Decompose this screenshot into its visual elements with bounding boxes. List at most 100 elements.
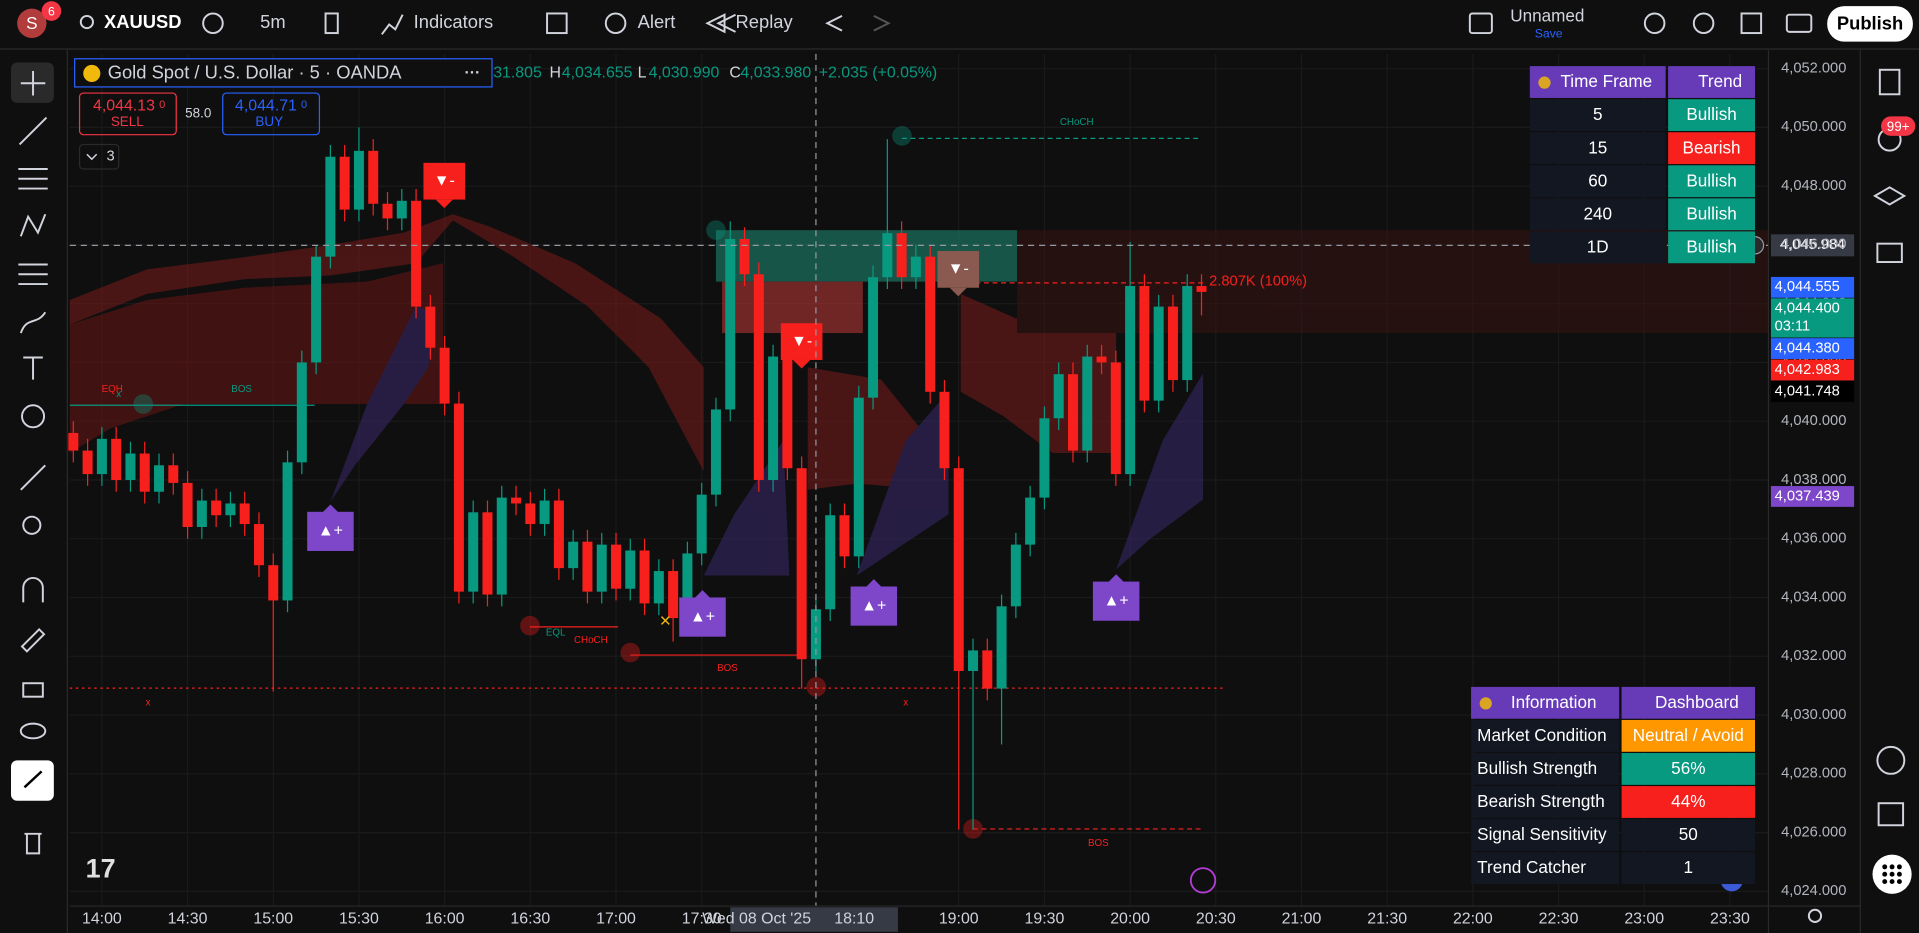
icon-tool[interactable]	[21, 404, 46, 429]
candle-body	[525, 503, 536, 525]
link-icon	[23, 770, 43, 789]
symbol[interactable]: XAUUSD	[104, 11, 182, 32]
y-tick-label: 4,034.000	[1781, 589, 1846, 605]
signal-box	[423, 162, 466, 200]
legend-close: 4,033.980	[740, 65, 811, 82]
header-icon	[1479, 697, 1492, 710]
remove-tool[interactable]	[24, 832, 42, 855]
candle-body	[239, 503, 250, 525]
chat[interactable]	[1876, 242, 1903, 264]
buy-signal: ▲+	[690, 608, 715, 625]
x-tick-label: 23:00	[1624, 911, 1664, 928]
signal-pointer	[1107, 574, 1125, 583]
templates-icon[interactable]	[546, 12, 568, 35]
text-tool[interactable]	[23, 356, 43, 380]
candle-body	[296, 362, 307, 463]
signal-pointer	[865, 579, 883, 588]
lock-tool[interactable]	[22, 682, 44, 698]
cloud	[856, 391, 949, 576]
buy-price: 4,044.71	[235, 98, 297, 115]
y-tick-label: 4,036.000	[1781, 531, 1846, 547]
x-tick-label: 23:30	[1710, 911, 1750, 928]
signal-box	[850, 586, 898, 626]
x-tick-label: 15:00	[253, 911, 293, 928]
layers[interactable]	[1872, 186, 1907, 206]
forecast-tool[interactable]	[18, 263, 48, 286]
settings[interactable]	[1692, 12, 1715, 35]
price-label	[1770, 338, 1855, 359]
interval[interactable]: 5m	[260, 11, 286, 32]
sell-button[interactable]	[78, 92, 177, 136]
drawing-mode[interactable]	[20, 627, 46, 653]
y-tick-label: 4,046.000	[1781, 237, 1846, 253]
candle-body	[496, 497, 507, 595]
visibility-tool[interactable]	[19, 722, 47, 740]
pattern-tool[interactable]	[19, 213, 47, 237]
legend-more[interactable]: ···	[464, 65, 480, 82]
candle-body	[1139, 286, 1150, 401]
crosshair-time-box	[730, 907, 898, 932]
apps-dots	[1882, 864, 1902, 885]
fib-tool[interactable]	[18, 167, 48, 190]
save[interactable]: Save	[1535, 27, 1563, 41]
indicators[interactable]: Indicators	[414, 11, 494, 32]
table-text: Signal Sensitivity	[1477, 824, 1607, 844]
quick-search[interactable]	[1643, 12, 1666, 35]
table-header-cell	[1668, 66, 1756, 98]
layout-name[interactable]: Unnamed	[1510, 6, 1584, 26]
flash-icon[interactable]	[1189, 867, 1217, 894]
chart-type-icon[interactable]	[324, 12, 339, 35]
alert-icon	[604, 12, 627, 35]
buy-button[interactable]	[222, 92, 321, 136]
crosshair-tool[interactable]	[20, 71, 46, 96]
publish-button[interactable]	[1827, 6, 1913, 42]
alert[interactable]: Alert	[638, 11, 676, 32]
candle-body	[468, 512, 479, 592]
annotation: BOS	[717, 663, 738, 674]
snapshot[interactable]	[1785, 13, 1813, 33]
sell-signal: ▼-	[791, 333, 812, 350]
table-text: 44%	[1671, 791, 1705, 811]
data-window[interactable]	[1876, 745, 1906, 775]
signal-pointer	[435, 199, 453, 209]
structure-lines	[69, 126, 1224, 839]
avatar[interactable]	[17, 8, 47, 38]
annotation: BOS	[1088, 838, 1109, 849]
add-icon[interactable]	[202, 12, 224, 35]
redo[interactable]	[873, 15, 891, 32]
undo[interactable]	[825, 15, 843, 32]
indicators-icon	[381, 14, 404, 35]
trend-line-tool[interactable]	[18, 116, 48, 146]
ruler-tool[interactable]	[20, 464, 46, 491]
table-text: 60	[1588, 170, 1607, 190]
y-tick-label: 4,050.000	[1781, 119, 1846, 135]
magnet-tool[interactable]	[22, 576, 44, 603]
watchlist[interactable]	[1878, 68, 1901, 96]
axis-settings[interactable]	[1807, 908, 1823, 923]
calendar[interactable]	[1877, 802, 1905, 827]
zoom-tool[interactable]	[22, 515, 42, 535]
candle-body	[539, 500, 550, 525]
y-tick-label: 4,032.000	[1781, 648, 1846, 664]
price-label	[1770, 298, 1855, 338]
candle-body	[896, 233, 907, 278]
crosshair-date: Wed 08 Oct '25	[702, 911, 811, 928]
candle-body	[154, 465, 165, 492]
candle-body	[725, 239, 736, 410]
table-text: 5	[1593, 104, 1603, 124]
brush-tool[interactable]	[19, 311, 47, 334]
x-tick-label: 16:30	[510, 911, 550, 928]
fullscreen[interactable]	[1740, 12, 1763, 35]
replay[interactable]: Replay	[736, 11, 794, 32]
table-header-cell	[1471, 686, 1620, 719]
table-cell	[1471, 852, 1620, 885]
x-tick-label: 22:00	[1453, 911, 1493, 928]
table-cell	[1471, 819, 1620, 851]
indicators-count: 3	[106, 149, 114, 165]
layout-icon[interactable]	[1468, 12, 1493, 35]
price-label-text: 4,041.748	[1775, 383, 1840, 399]
indicators-toggle[interactable]	[78, 143, 120, 170]
candle-body	[211, 500, 222, 516]
candle-body	[810, 609, 821, 660]
